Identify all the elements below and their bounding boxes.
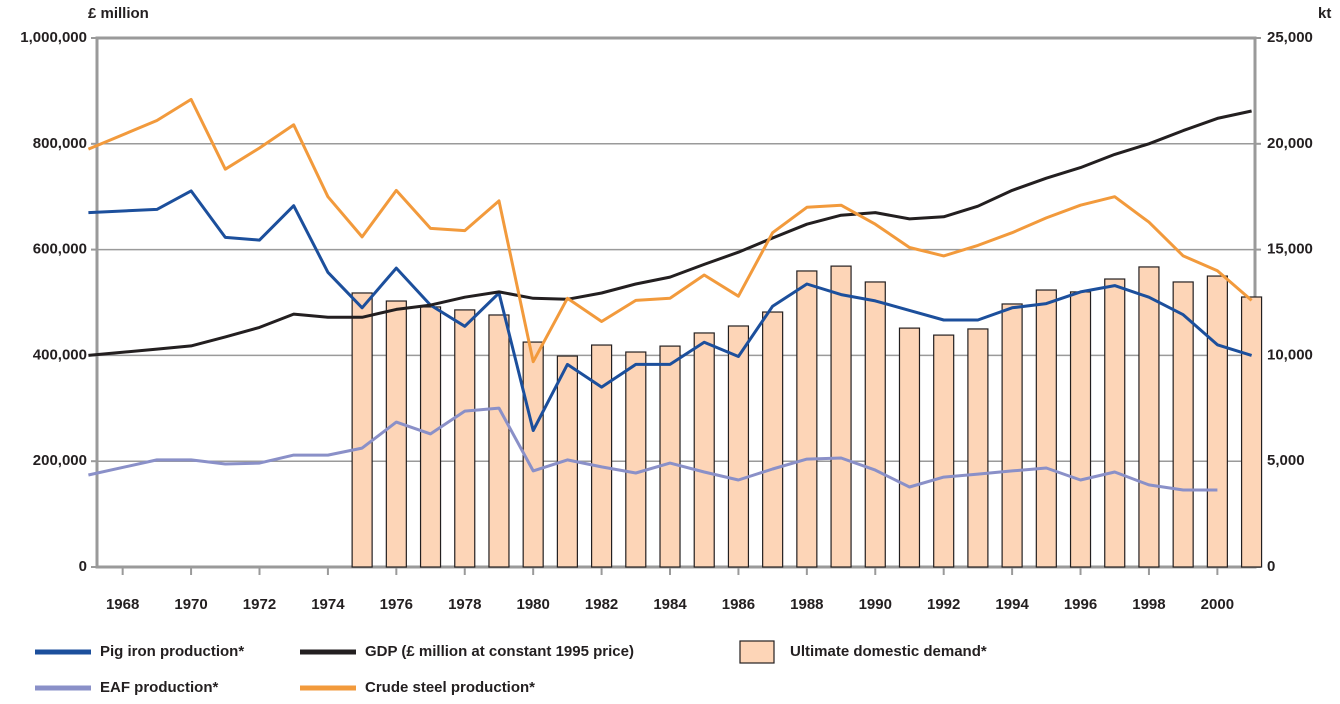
x-tick-label: 2000 <box>1201 596 1234 613</box>
x-tick-label: 1970 <box>174 596 207 613</box>
line <box>87 97 1253 364</box>
line <box>88 189 1253 432</box>
bar <box>1069 291 1092 568</box>
bar <box>488 314 510 568</box>
legend-swatch <box>739 640 775 664</box>
bar <box>659 345 681 568</box>
x-tick-label: 1986 <box>722 596 755 613</box>
y2-tick-label: 0 <box>1267 558 1275 575</box>
line <box>88 406 1218 492</box>
bar <box>454 309 476 568</box>
bar <box>1001 303 1023 568</box>
bar <box>727 325 750 568</box>
bar <box>762 311 784 568</box>
x-tick-label: 1984 <box>653 596 687 613</box>
y2-tick-label: 15,000 <box>1267 241 1313 258</box>
y-tick-label: 600,000 <box>33 241 87 258</box>
bar <box>1035 289 1057 568</box>
x-tick-label: 1978 <box>448 596 481 613</box>
bar <box>933 334 955 568</box>
y2-tick-label: 10,000 <box>1267 346 1313 363</box>
y2-tick-label: 25,000 <box>1267 29 1313 46</box>
legend-label: Pig iron production* <box>100 643 244 660</box>
bar <box>1206 275 1228 568</box>
x-tick-label: 1976 <box>380 596 413 613</box>
bar <box>351 292 373 568</box>
legend-label: Ultimate domestic demand* <box>790 643 987 660</box>
bar <box>693 332 715 568</box>
bar <box>1138 266 1160 568</box>
y-tick-label: 0 <box>79 558 87 575</box>
x-tick-label: 1996 <box>1064 596 1097 613</box>
bar <box>590 344 613 568</box>
bar <box>385 300 407 568</box>
bar <box>625 351 647 568</box>
bar <box>1240 296 1263 568</box>
x-tick-label: 1982 <box>585 596 618 613</box>
bar <box>898 327 921 568</box>
x-tick-label: 1992 <box>927 596 960 613</box>
line <box>88 109 1252 357</box>
y2-axis-label: kt <box>1318 5 1331 22</box>
x-tick-label: 1998 <box>1132 596 1165 613</box>
x-tick-label: 1990 <box>859 596 892 613</box>
y-tick-label: 800,000 <box>33 135 87 152</box>
bar <box>1172 281 1194 568</box>
y-tick-label: 400,000 <box>33 346 87 363</box>
bar <box>967 328 989 568</box>
x-tick-label: 1994 <box>995 596 1029 613</box>
x-tick-label: 1972 <box>243 596 276 613</box>
bar <box>522 341 544 568</box>
bar <box>864 281 886 568</box>
bar <box>419 306 442 568</box>
x-tick-label: 1980 <box>516 596 549 613</box>
x-tick-label: 1974 <box>311 596 345 613</box>
legend-label: EAF production* <box>100 679 218 696</box>
bar <box>796 270 818 568</box>
y2-tick-label: 20,000 <box>1267 135 1313 152</box>
x-tick-label: 1968 <box>106 596 139 613</box>
y-tick-label: 200,000 <box>33 452 87 469</box>
bar <box>830 265 852 568</box>
y2-tick-label: 5,000 <box>1267 452 1305 469</box>
legend-label: GDP (£ million at constant 1995 price) <box>365 643 634 660</box>
legend-label: Crude steel production* <box>365 679 535 696</box>
bar <box>1104 278 1126 568</box>
x-tick-label: 1988 <box>790 596 823 613</box>
y-tick-label: 1,000,000 <box>20 29 87 46</box>
y-axis-label: £ million <box>88 5 149 22</box>
